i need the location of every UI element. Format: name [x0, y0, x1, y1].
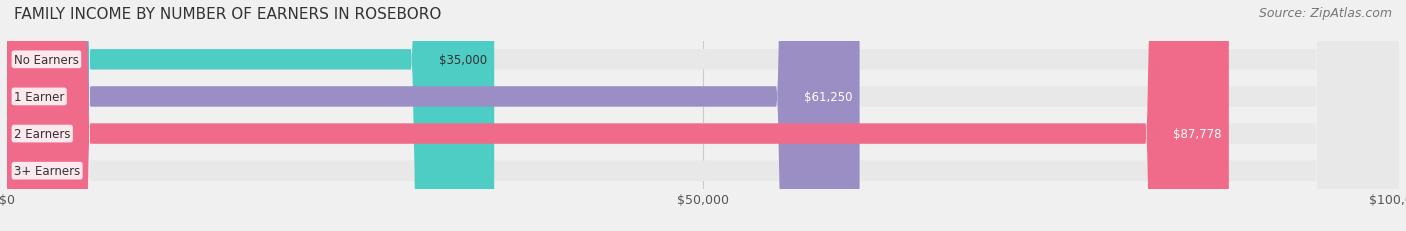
Text: FAMILY INCOME BY NUMBER OF EARNERS IN ROSEBORO: FAMILY INCOME BY NUMBER OF EARNERS IN RO…	[14, 7, 441, 22]
Text: $87,778: $87,778	[1174, 128, 1222, 140]
Text: 2 Earners: 2 Earners	[14, 128, 70, 140]
Text: $35,000: $35,000	[439, 54, 488, 67]
FancyBboxPatch shape	[7, 0, 1229, 231]
FancyBboxPatch shape	[7, 0, 495, 231]
FancyBboxPatch shape	[7, 0, 859, 231]
FancyBboxPatch shape	[7, 0, 1399, 231]
Text: $61,250: $61,250	[804, 91, 852, 103]
Text: No Earners: No Earners	[14, 54, 79, 67]
Text: $0: $0	[14, 164, 30, 177]
Text: 1 Earner: 1 Earner	[14, 91, 65, 103]
Text: Source: ZipAtlas.com: Source: ZipAtlas.com	[1258, 7, 1392, 20]
FancyBboxPatch shape	[7, 0, 1399, 231]
FancyBboxPatch shape	[7, 0, 1399, 231]
FancyBboxPatch shape	[7, 0, 1399, 231]
Text: 3+ Earners: 3+ Earners	[14, 164, 80, 177]
